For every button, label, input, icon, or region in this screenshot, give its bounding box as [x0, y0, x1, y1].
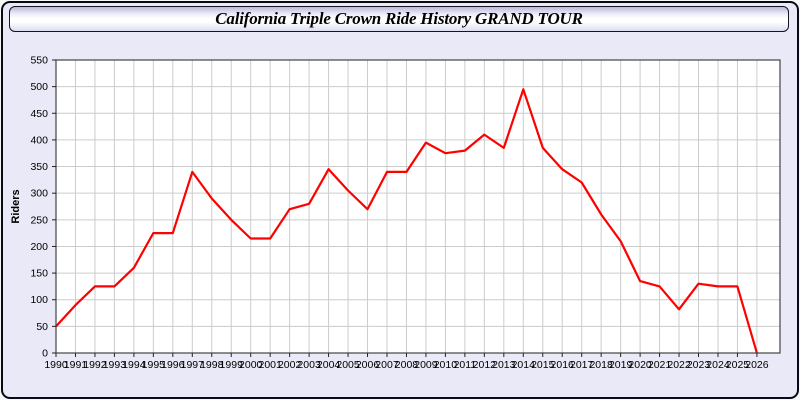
x-tick-label: 2020 [628, 359, 652, 371]
y-tick-label: 200 [30, 241, 48, 253]
x-tick-label: 2004 [317, 359, 341, 371]
x-tick-label: 1996 [161, 359, 185, 371]
y-tick-label: 0 [42, 348, 48, 360]
x-tick-label: 2022 [667, 359, 691, 371]
x-tick-label: 2014 [512, 359, 536, 371]
x-tick-label: 1999 [220, 359, 244, 371]
y-tick-label: 500 [30, 81, 48, 93]
x-tick-label: 2005 [336, 359, 360, 371]
y-tick-label: 50 [36, 321, 48, 333]
chart-title: California Triple Crown Ride History GRA… [215, 9, 583, 28]
x-tick-label: 2024 [706, 359, 730, 371]
x-tick-label: 2012 [473, 359, 497, 371]
x-tick-label: 2016 [551, 359, 575, 371]
x-tick-label: 1993 [103, 359, 127, 371]
riders-line-series [55, 88, 758, 354]
y-tick-label: 450 [30, 108, 48, 120]
chart-title-bar: California Triple Crown Ride History GRA… [9, 6, 789, 32]
x-tick-label: 2013 [492, 359, 516, 371]
x-tick-label: 1990 [44, 359, 68, 371]
x-tick-label: 2008 [395, 359, 419, 371]
y-tick-label: 350 [30, 161, 48, 173]
axis-ticks [52, 59, 758, 357]
x-tick-label: 1998 [200, 359, 224, 371]
x-tick-label: 2017 [570, 359, 594, 371]
plot-border [55, 59, 781, 354]
y-tick-label: 300 [30, 188, 48, 200]
y-tick-label: 400 [30, 134, 48, 146]
x-tick-label: 2015 [531, 359, 555, 371]
x-tick-label: 2021 [648, 359, 672, 371]
y-tick-label: 100 [30, 294, 48, 306]
x-tick-label: 1992 [83, 359, 107, 371]
x-tick-label: 2025 [726, 359, 750, 371]
x-tick-label: 2003 [297, 359, 321, 371]
x-tick-label: 2006 [356, 359, 380, 371]
plot-area [56, 60, 780, 353]
x-tick-label: 2009 [414, 359, 438, 371]
x-tick-label: 1995 [142, 359, 166, 371]
x-tick-label: 2010 [434, 359, 458, 371]
x-tick-label: 2007 [375, 359, 399, 371]
x-tick-label: 2026 [745, 359, 769, 371]
x-tick-label: 2018 [589, 359, 613, 371]
x-tick-labels: 1990199119921993199419951996199719981999… [44, 359, 768, 371]
x-tick-label: 1994 [122, 359, 146, 371]
x-tick-label: 1997 [181, 359, 205, 371]
y-axis-title: Riders [10, 189, 22, 223]
x-tick-label: 2011 [454, 359, 477, 371]
x-tick-label: 2019 [609, 359, 633, 371]
x-tick-label: 2001 [258, 359, 282, 371]
x-tick-label: 2002 [278, 359, 302, 371]
y-tick-labels: 0 50 100 150 200 250 300 350 400 450 500 550 [30, 55, 48, 360]
x-tick-label: 1991 [64, 359, 88, 371]
y-tick-label: 250 [30, 214, 48, 226]
x-tick-label: 2023 [687, 359, 711, 371]
x-tick-label: 2000 [239, 359, 263, 371]
y-tick-label: 550 [30, 55, 48, 67]
y-tick-label: 150 [30, 268, 48, 280]
